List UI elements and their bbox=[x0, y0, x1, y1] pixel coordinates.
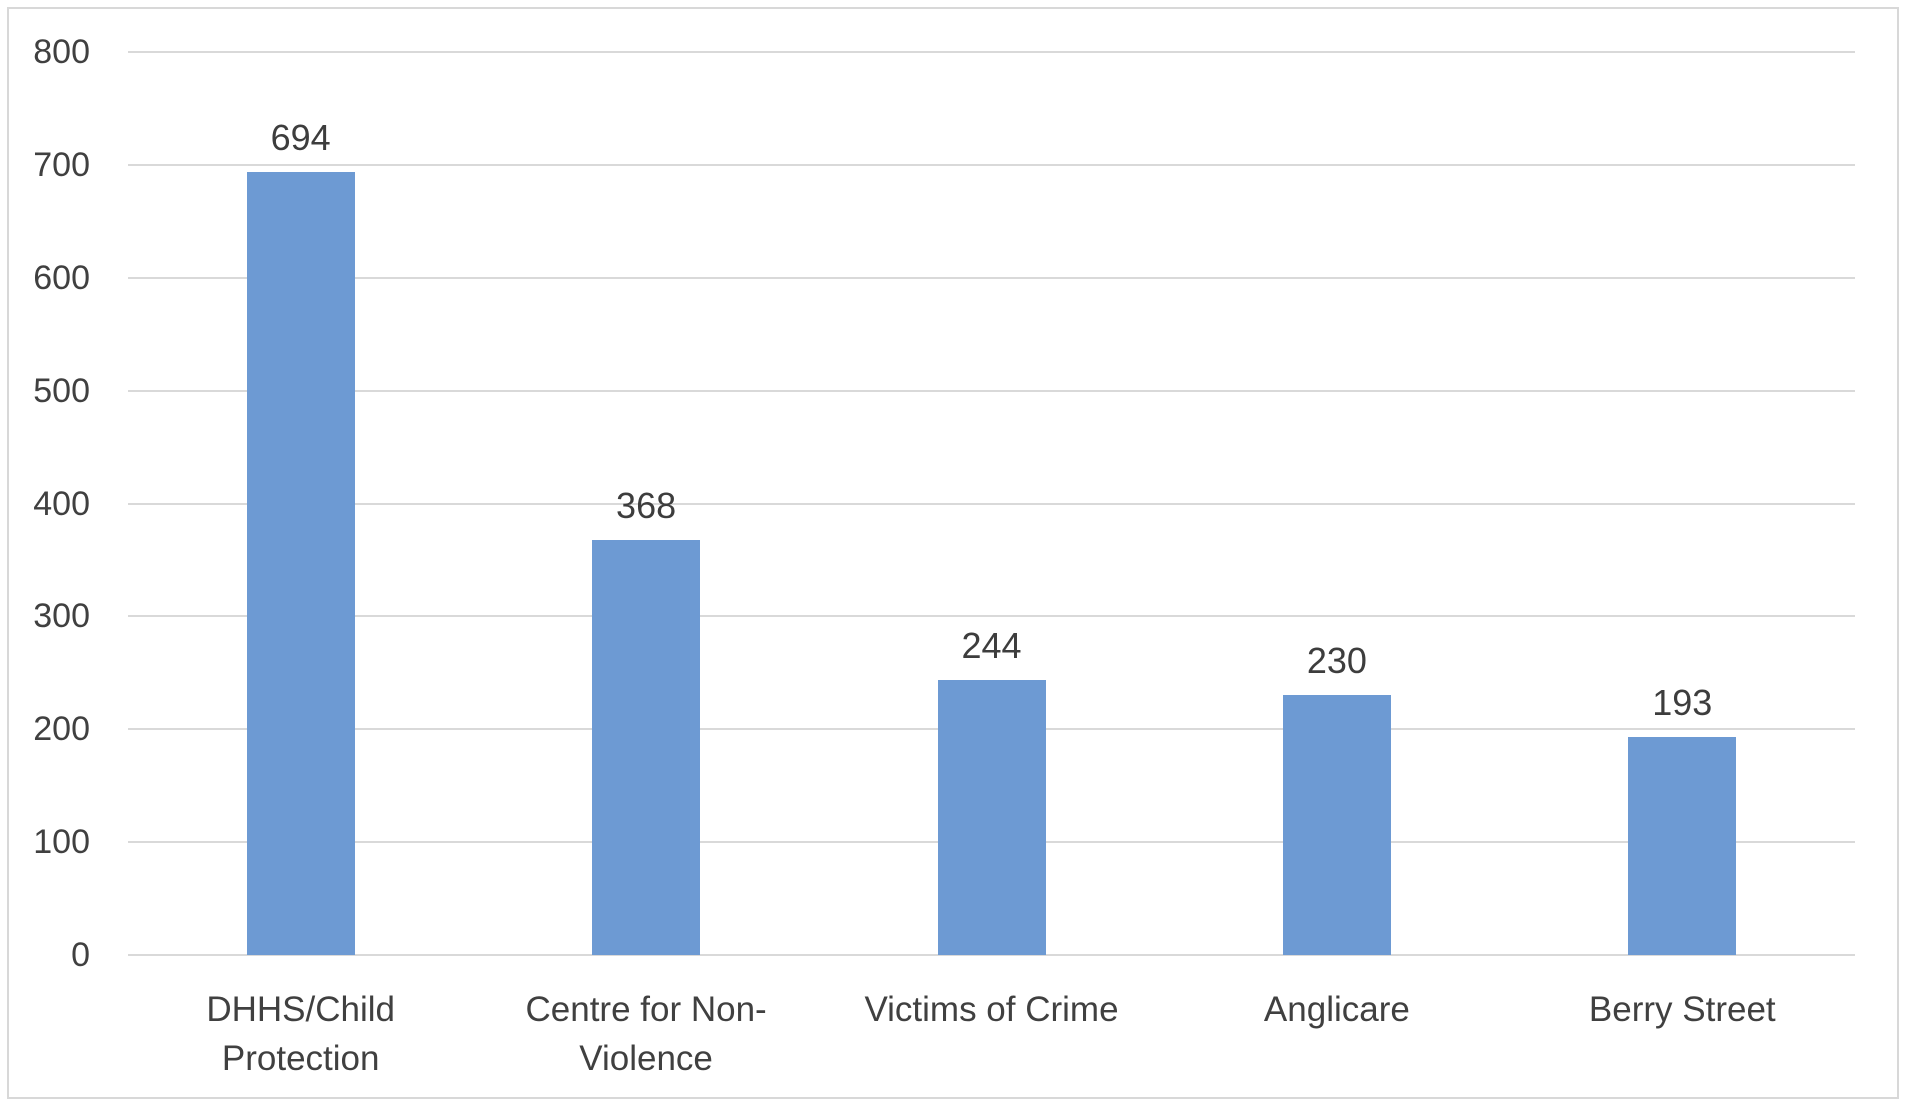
y-tick-label-200: 200 bbox=[33, 710, 90, 749]
y-tick-label-600: 600 bbox=[33, 258, 90, 297]
category-label-line: Violence bbox=[579, 1039, 713, 1078]
gridline-600 bbox=[128, 276, 1855, 279]
bar-1 bbox=[246, 171, 355, 955]
gridline-800 bbox=[128, 51, 1855, 53]
bar-5 bbox=[1628, 737, 1737, 955]
category-label-line: DHHS/Child bbox=[206, 990, 396, 1029]
gridline-500 bbox=[128, 389, 1855, 392]
category-label-line: Victims of Crime bbox=[864, 990, 1119, 1029]
category-label-line: Protection bbox=[221, 1039, 380, 1078]
gridline-300 bbox=[128, 615, 1855, 618]
bar-2 bbox=[592, 539, 701, 955]
y-tick-label-0: 0 bbox=[71, 936, 90, 974]
y-tick-label-400: 400 bbox=[33, 484, 90, 523]
category-label-5: Berry Street bbox=[1510, 985, 1854, 1034]
bar-3 bbox=[937, 679, 1046, 955]
category-label-1: DHHS/Child Protection bbox=[129, 985, 473, 1083]
bar-value-label-2: 368 bbox=[616, 484, 677, 526]
y-tick-label-700: 700 bbox=[33, 145, 90, 184]
bar-value-label-3: 244 bbox=[961, 624, 1022, 666]
gridline-0 bbox=[128, 954, 1855, 956]
category-label-line: Centre for Non- bbox=[525, 990, 767, 1029]
y-tick-label-300: 300 bbox=[33, 597, 90, 636]
bar-4 bbox=[1282, 695, 1391, 955]
y-tick-label-800: 800 bbox=[33, 33, 90, 71]
category-label-2: Centre for Non- Violence bbox=[474, 985, 818, 1083]
gridline-400 bbox=[128, 502, 1855, 505]
category-label-3: Victims of Crime bbox=[820, 985, 1164, 1034]
y-tick-label-100: 100 bbox=[33, 823, 90, 862]
category-label-line: Berry Street bbox=[1588, 990, 1776, 1029]
bar-value-label-4: 230 bbox=[1306, 640, 1367, 682]
y-tick-label-500: 500 bbox=[33, 371, 90, 410]
category-label-4: Anglicare bbox=[1165, 985, 1509, 1034]
category-label-line: Anglicare bbox=[1263, 990, 1410, 1029]
bar-value-label-1: 694 bbox=[270, 116, 331, 158]
gridline-700 bbox=[128, 163, 1855, 166]
bar-value-label-5: 193 bbox=[1652, 682, 1713, 724]
